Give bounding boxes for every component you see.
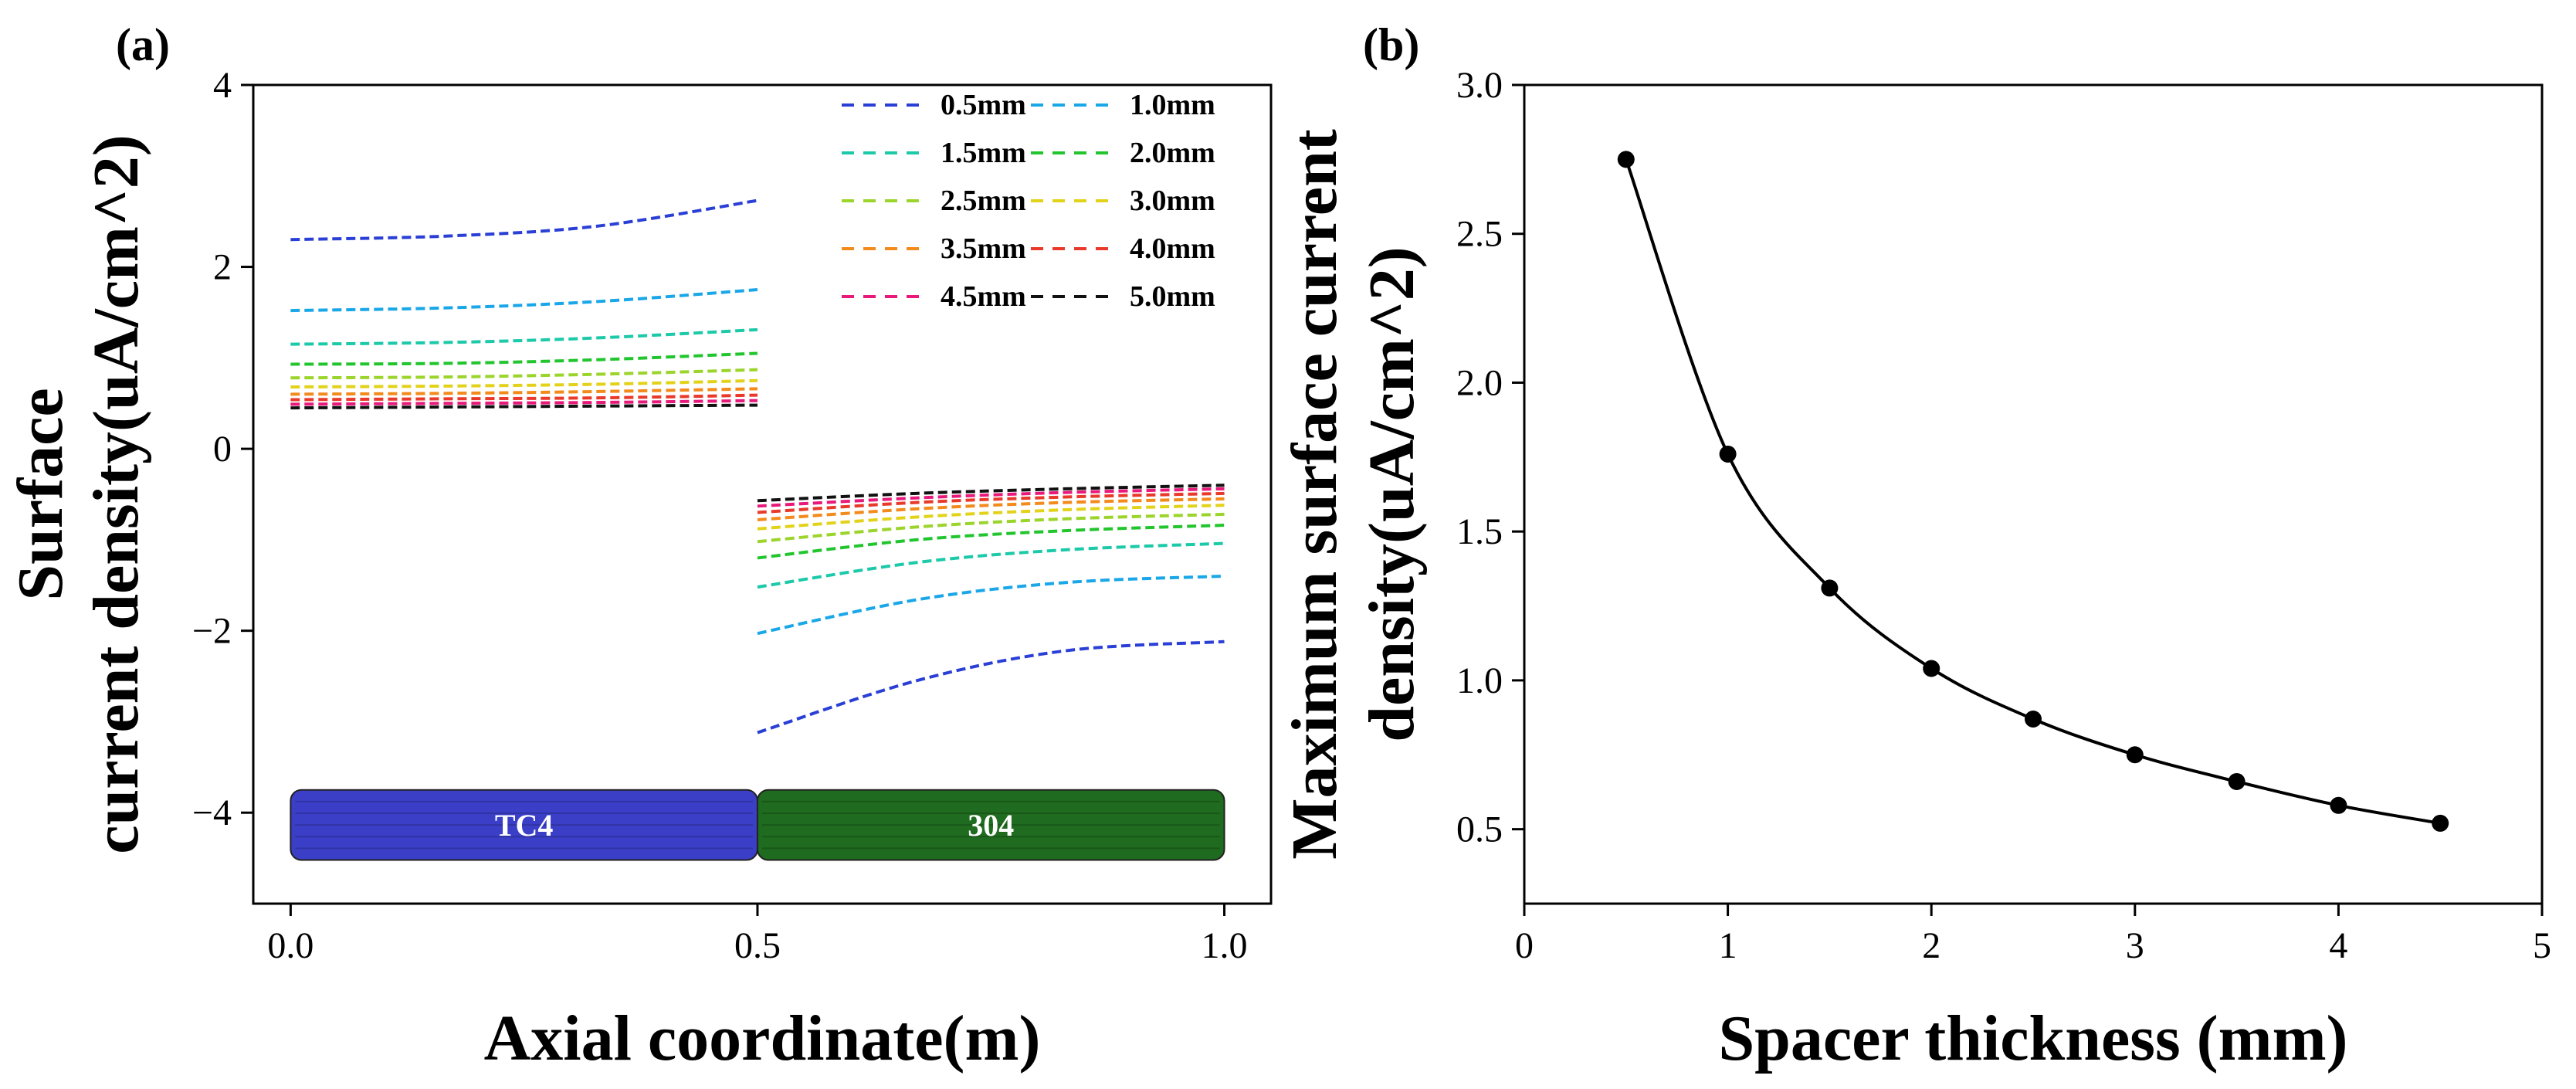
data-point (2330, 796, 2347, 814)
legend-entry-2.0mm: 2.0mm (1031, 137, 1215, 169)
series-line-left (290, 327, 758, 346)
legend-label: 1.5mm (941, 137, 1026, 169)
legend-entry-3.0mm: 3.0mm (1031, 185, 1215, 217)
series-0.5mm (290, 198, 1225, 734)
y-tick-label: −4 (192, 792, 232, 833)
panel-b-ylabel-line1: Maximum surface current (1279, 129, 1351, 860)
data-point (2432, 814, 2449, 832)
series-line (1624, 158, 2441, 825)
data-point (1719, 445, 1737, 463)
part-label: TC4 (495, 808, 554, 843)
series-line-left (290, 378, 758, 389)
data-point (2025, 711, 2042, 728)
y-tick-label: 2.5 (1456, 214, 1503, 255)
panel-a-ylabel-line1: Surface (5, 388, 76, 600)
series-line-left (290, 399, 758, 406)
series-4.5mm (290, 399, 1225, 508)
data-point (1617, 151, 1635, 168)
series-line-left (290, 351, 758, 366)
legend-label: 1.0mm (1130, 89, 1215, 121)
y-tick-label: 2.0 (1456, 362, 1503, 403)
panel-a-plot: TC4 304 0.0 0.5 1.0 −4 −2 0 2 4 0.5mm 1.0mm 1.5mm 2… (192, 65, 1273, 966)
part-tc4: TC4 (290, 789, 758, 861)
legend-label: 2.0mm (1130, 137, 1215, 169)
y-tick-label: 0.5 (1456, 809, 1503, 850)
panel-a-ticks: 0.0 0.5 1.0 −4 −2 0 2 4 (192, 65, 1248, 966)
legend-entry-2.5mm: 2.5mm (842, 185, 1026, 217)
x-tick-label: 0.0 (267, 925, 314, 966)
x-tick-label: 0 (1515, 925, 1534, 966)
series-line-right (757, 575, 1225, 636)
series-4.0mm (290, 393, 1225, 514)
panel-a-ylabel-line2: current density(uA/cm^2) (80, 134, 152, 853)
panel-b-label: (b) (1363, 19, 1419, 70)
x-tick-label: 5 (2533, 925, 2551, 966)
series-line-left (290, 368, 758, 380)
x-tick-label: 4 (2329, 925, 2347, 966)
legend-label: 3.0mm (1130, 185, 1215, 217)
legend-entry-1.5mm: 1.5mm (842, 137, 1026, 169)
y-tick-label: 4 (213, 65, 232, 106)
part-body (756, 789, 1225, 861)
part-304: 304 (756, 789, 1225, 861)
y-tick-label: 2 (213, 247, 232, 288)
data-point (1821, 579, 1839, 597)
y-tick-label: −2 (192, 611, 232, 652)
series-line-left (290, 198, 758, 242)
series-line-left (290, 403, 758, 410)
data-point (2126, 746, 2144, 764)
panel-b-frame (1523, 83, 2544, 905)
x-tick-label: 1.0 (1202, 925, 1248, 966)
y-tick-label: 1.0 (1456, 660, 1503, 701)
series-line-left (290, 393, 758, 402)
series-1.0mm (290, 288, 1225, 636)
x-tick-label: 2 (1922, 925, 1940, 966)
panel-a-frame (252, 83, 1273, 905)
legend-entry-4.5mm: 4.5mm (842, 280, 1026, 313)
legend: 0.5mm 1.0mm 1.5mm 2.0mm 2.5mm 3.0mm 3.5mm 4.0mm… (842, 89, 1215, 313)
series-5.0mm (290, 403, 1225, 503)
data-point (1923, 660, 1940, 677)
series-line-right (757, 483, 1225, 503)
material-parts: TC4 304 (290, 789, 1225, 861)
series-2.0mm (290, 351, 1225, 560)
panel-a-label: (a) (116, 19, 170, 70)
series-line-left (290, 288, 758, 313)
legend-entry-4.0mm: 4.0mm (1031, 232, 1215, 265)
series-line-left (290, 387, 758, 396)
panel-a-series (290, 198, 1225, 734)
legend-label: 3.5mm (941, 232, 1026, 265)
y-tick-label: 3.0 (1456, 65, 1503, 106)
panel-b-xlabel: Spacer thickness (mm) (1718, 1002, 2347, 1074)
x-tick-label: 0.5 (734, 925, 781, 966)
legend-label: 2.5mm (941, 185, 1026, 217)
panel-b-plot: 0 1 2 3 4 5 0.5 1.0 1.5 2.0 2.5 3.0 (1456, 65, 2551, 966)
panel-a-xlabel: Axial coordinate(m) (484, 1002, 1041, 1074)
series-1.5mm (290, 327, 1225, 589)
series-line-right (757, 639, 1225, 734)
legend-entry-5.0mm: 5.0mm (1031, 280, 1215, 313)
x-tick-label: 3 (2126, 925, 2144, 966)
legend-label: 4.5mm (941, 280, 1026, 313)
legend-label: 0.5mm (941, 89, 1026, 121)
part-label: 304 (968, 808, 1014, 843)
legend-label: 4.0mm (1130, 232, 1215, 265)
data-point (2228, 772, 2246, 790)
legend-entry-0.5mm: 0.5mm (842, 89, 1026, 121)
series-line-right (757, 524, 1225, 560)
legend-entry-1.0mm: 1.0mm (1031, 89, 1215, 121)
legend-label: 5.0mm (1130, 280, 1215, 313)
y-tick-label: 0 (213, 429, 232, 470)
panel-b-series (1617, 151, 2449, 832)
panel-b-ylabel-line2: density(uA/cm^2) (1356, 246, 1428, 741)
panel-b-ticks: 0 1 2 3 4 5 0.5 1.0 1.5 2.0 2.5 3.0 (1456, 65, 2551, 966)
x-tick-label: 1 (1719, 925, 1737, 966)
legend-entry-3.5mm: 3.5mm (842, 232, 1026, 265)
y-tick-label: 1.5 (1456, 511, 1503, 552)
